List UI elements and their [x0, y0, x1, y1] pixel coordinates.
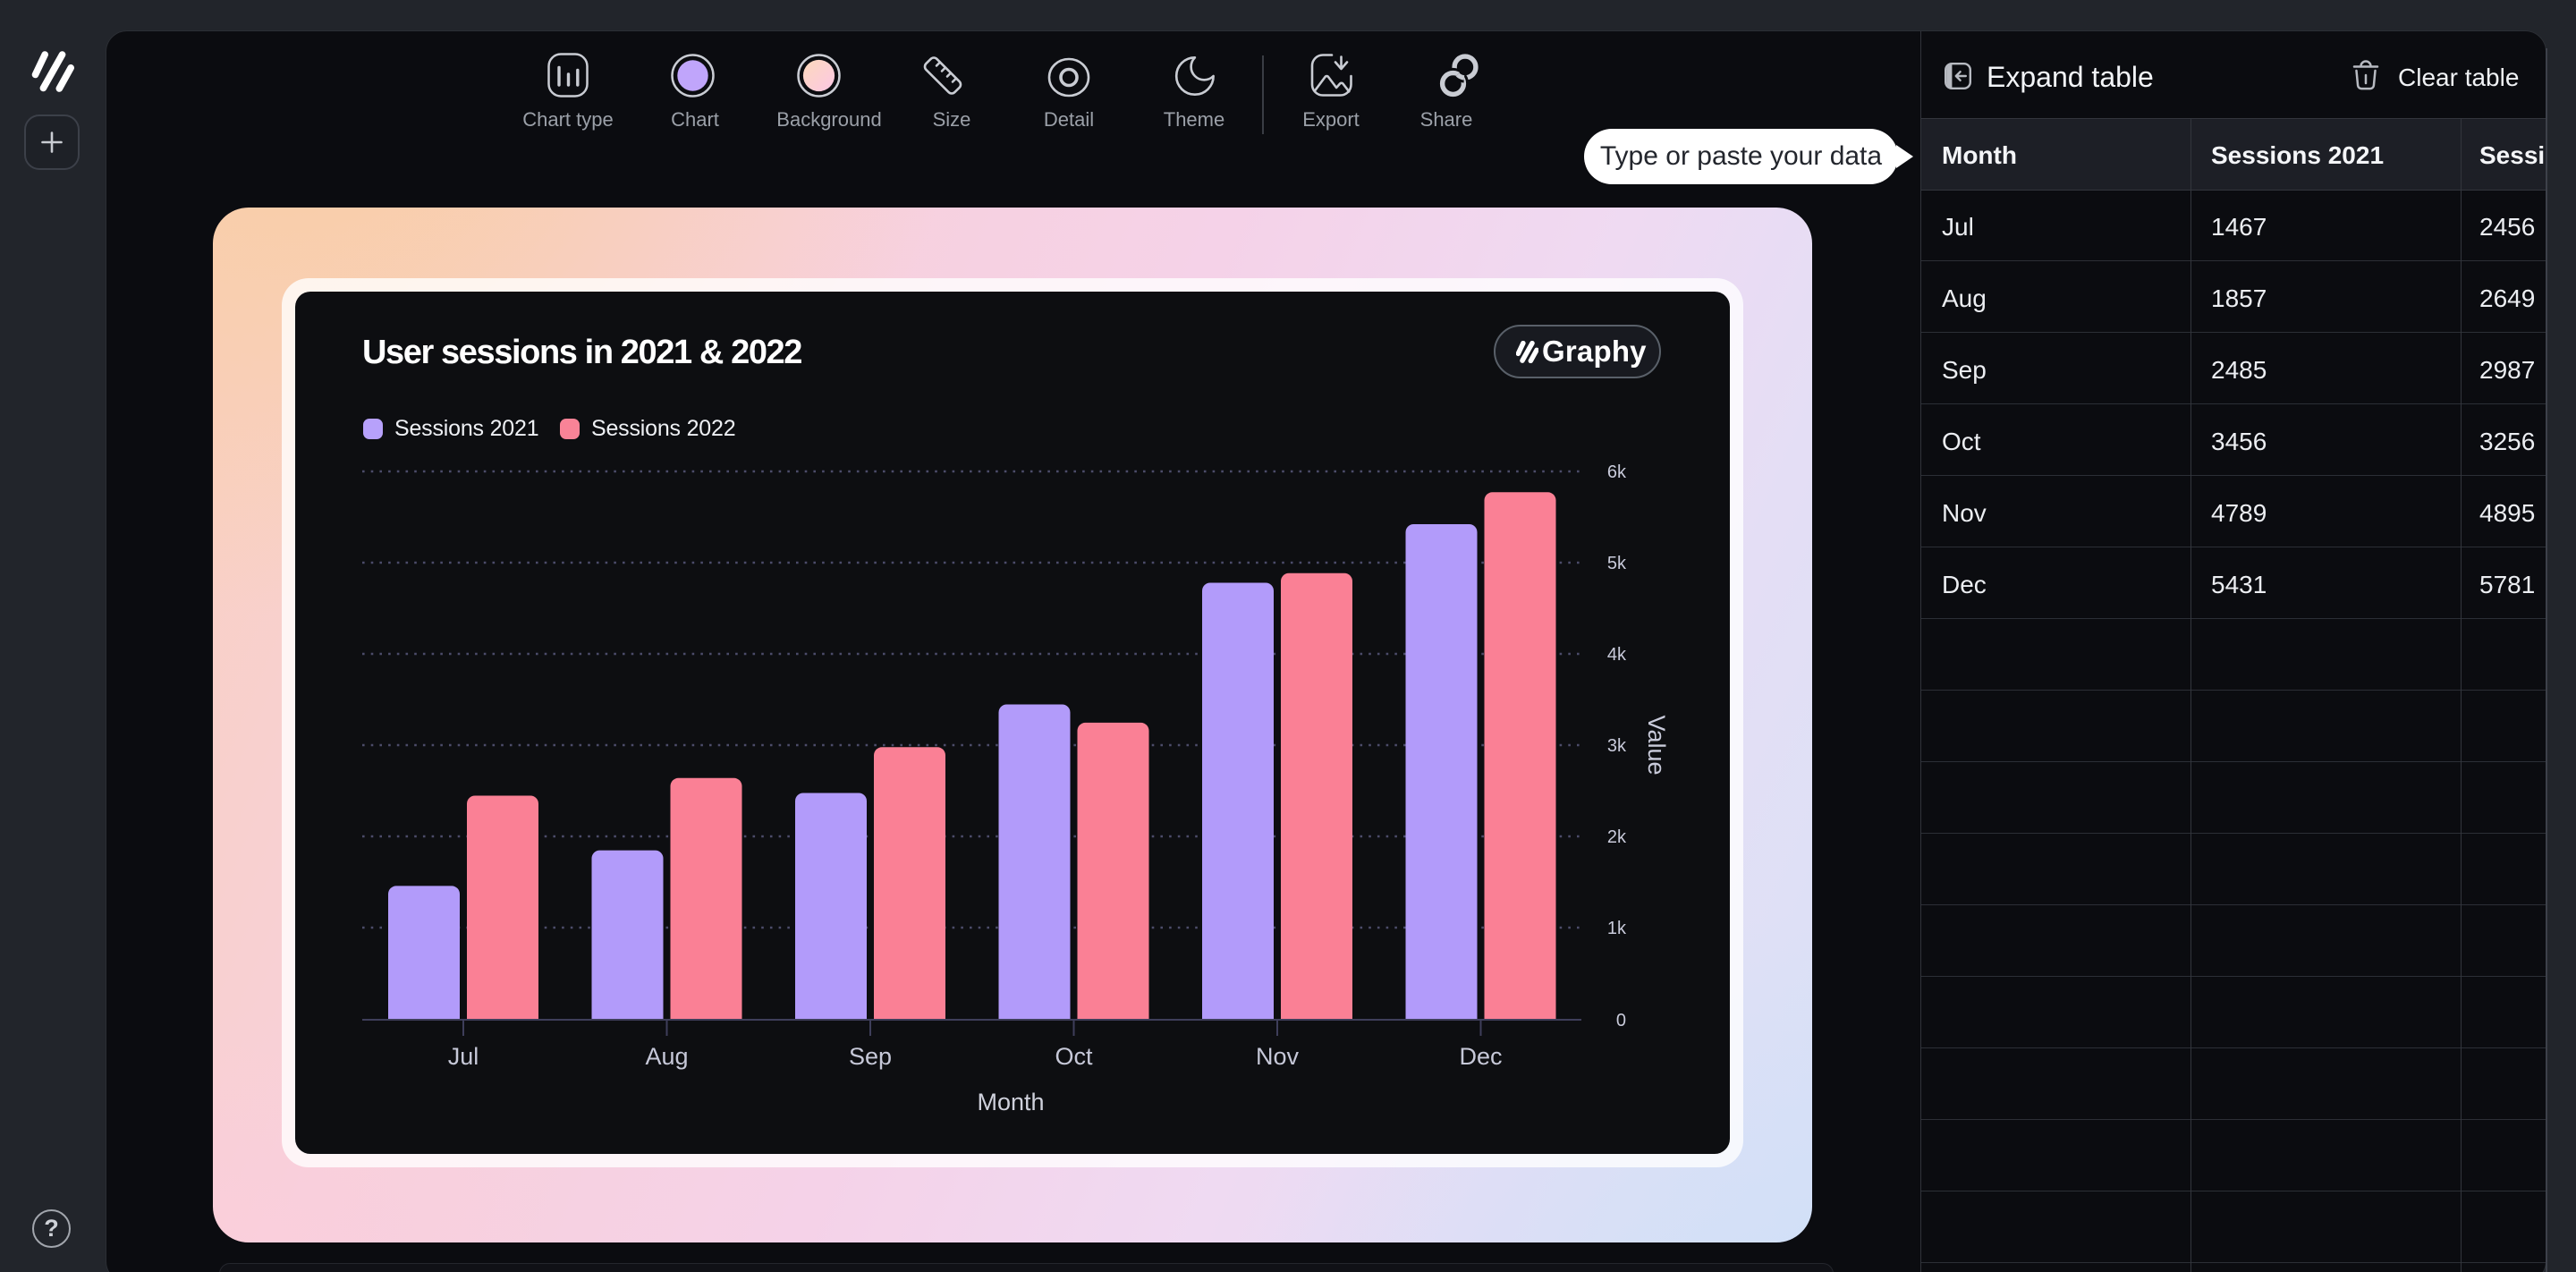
svg-text:0: 0: [1616, 1011, 1626, 1030]
svg-text:Aug: Aug: [645, 1043, 688, 1070]
svg-text:Month: Month: [977, 1089, 1044, 1115]
svg-text:Oct: Oct: [1055, 1043, 1093, 1070]
svg-text:Sep: Sep: [849, 1043, 892, 1070]
svg-text:2k: 2k: [1607, 827, 1627, 847]
svg-text:Nov: Nov: [1256, 1043, 1300, 1070]
svg-text:3k: 3k: [1607, 736, 1627, 756]
svg-text:4k: 4k: [1607, 645, 1627, 665]
svg-text:Dec: Dec: [1459, 1043, 1502, 1070]
svg-text:6k: 6k: [1607, 462, 1627, 482]
svg-text:5k: 5k: [1607, 554, 1627, 573]
svg-text:1k: 1k: [1607, 919, 1627, 938]
svg-text:Value: Value: [1643, 715, 1670, 775]
svg-text:Jul: Jul: [448, 1043, 479, 1070]
